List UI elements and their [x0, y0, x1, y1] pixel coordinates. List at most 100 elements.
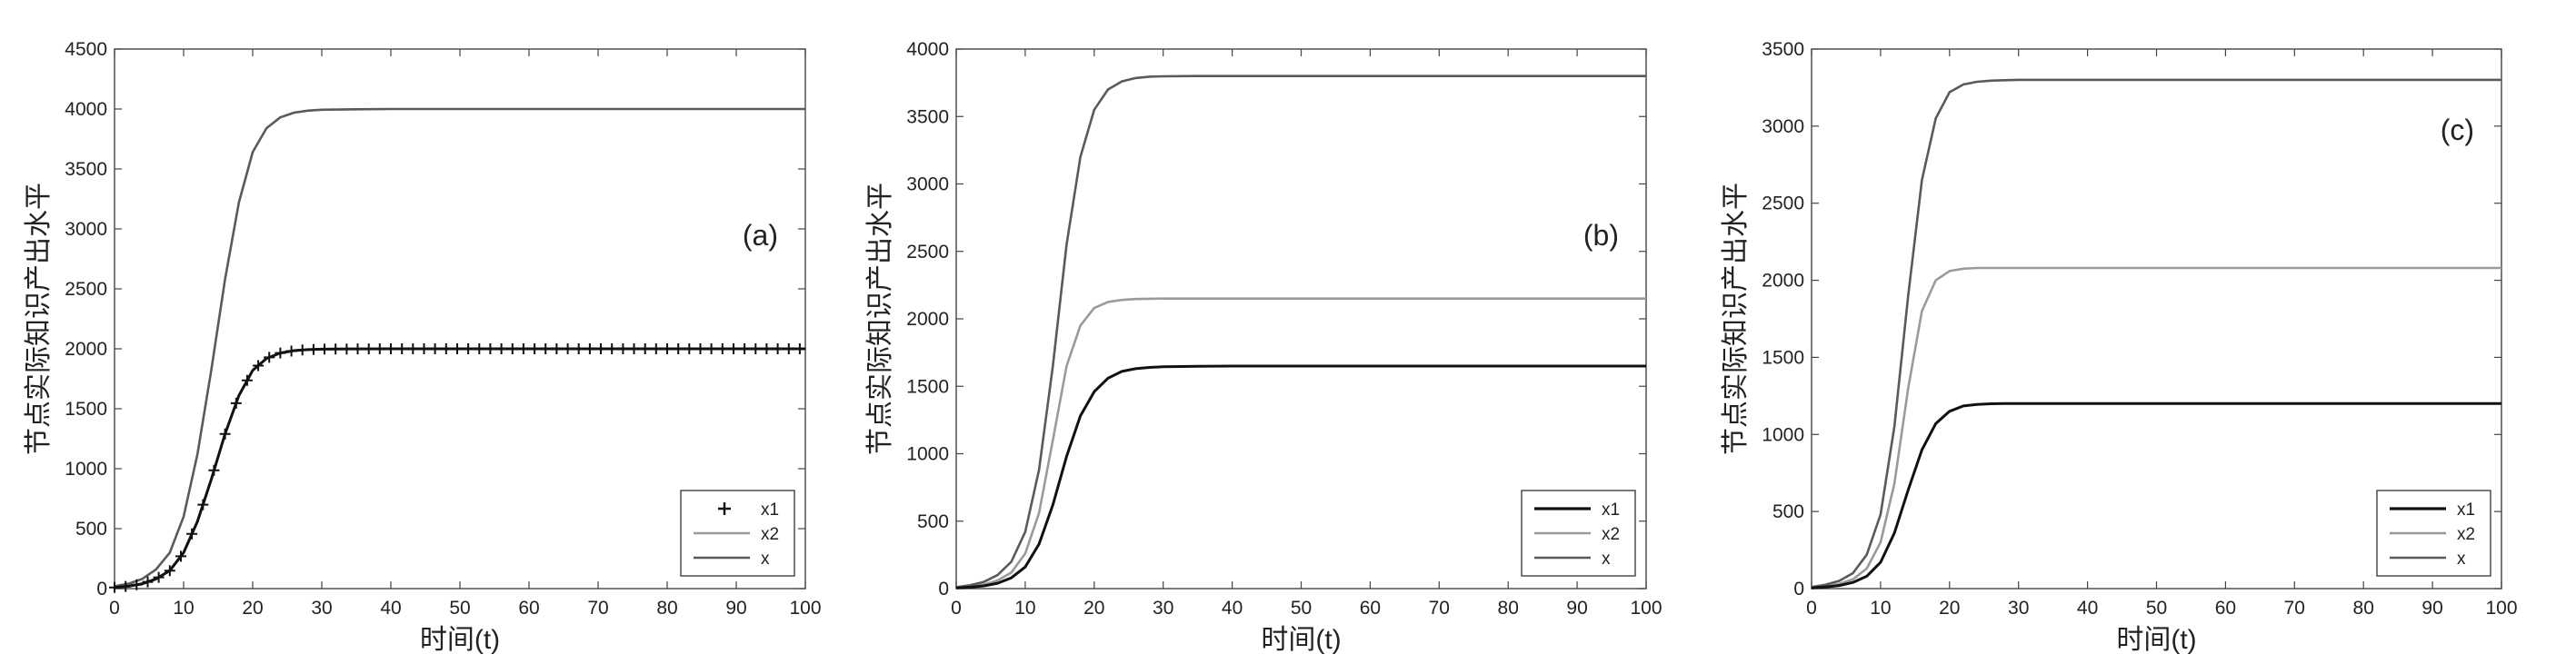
series-point-x1 — [562, 343, 574, 354]
y-tick-label: 1500 — [1762, 347, 1804, 368]
y-tick-label: 2500 — [65, 279, 107, 300]
series-point-x1 — [573, 343, 584, 354]
x-tick-label: 20 — [242, 598, 263, 619]
series-point-x1 — [761, 343, 773, 354]
x-tick-label: 80 — [2353, 598, 2374, 619]
y-tick-label: 1500 — [906, 376, 949, 397]
x-tick-label: 50 — [2146, 598, 2167, 619]
y-tick-label: 1500 — [65, 399, 107, 420]
y-tick-label: 500 — [75, 519, 107, 540]
y-tick-label: 4000 — [65, 99, 107, 120]
series-point-x1 — [120, 580, 132, 592]
series-point-x1 — [529, 343, 541, 354]
legend-marker-x1 — [718, 502, 731, 515]
x-tick-label: 20 — [1939, 598, 1960, 619]
series-line-x2 — [955, 297, 1646, 590]
series-point-x1 — [495, 343, 507, 354]
panel-label: (a) — [743, 219, 778, 252]
legend-label-x: x — [2457, 550, 2466, 569]
series-point-x1 — [153, 571, 165, 583]
y-tick-label: 2500 — [1762, 193, 1804, 214]
x-axis-label: 时间(t) — [420, 625, 500, 655]
y-tick-label: 3000 — [1762, 116, 1804, 137]
legend-label-x1: x1 — [761, 500, 779, 520]
x-tick-label: 100 — [1630, 598, 1662, 619]
series-point-x1 — [396, 343, 408, 354]
y-tick-label: 0 — [938, 579, 949, 600]
series-point-x1 — [418, 343, 430, 354]
series-line-x1 — [955, 364, 1646, 590]
chart-panel-b: 0 10 20 30 40 50 60 70 80 90 100050010001500200025… — [865, 39, 1662, 655]
y-tick-label: 3500 — [1762, 39, 1804, 60]
series-point-x1 — [131, 579, 143, 590]
x-tick-label: 0 — [951, 598, 962, 619]
x-tick-label: 10 — [173, 598, 194, 619]
x-tick-label: 0 — [109, 598, 120, 619]
x-axis-label: 时间(t) — [1261, 625, 1341, 655]
series-point-x1 — [750, 343, 762, 354]
legend-label-x1: x1 — [2457, 500, 2475, 520]
series-line-x — [1811, 78, 2501, 589]
series-point-x1 — [319, 343, 330, 355]
x-tick-label: 30 — [1153, 598, 1173, 619]
series-point-x1 — [352, 343, 364, 355]
x-tick-label: 60 — [2215, 598, 2236, 619]
y-tick-label: 2500 — [906, 242, 949, 263]
x-tick-label: 70 — [587, 598, 608, 619]
legend-label-x1: x1 — [1602, 500, 1620, 520]
series-point-x1 — [463, 343, 474, 354]
y-axis-label: 节点实际知识产出水平 — [24, 183, 54, 455]
series-line-x2 — [1811, 266, 2501, 589]
series-point-x1 — [230, 397, 242, 409]
series-point-x1 — [506, 343, 518, 354]
series-point-x1 — [285, 345, 297, 357]
y-tick-label: 1000 — [906, 444, 949, 465]
series-point-x1 — [407, 343, 419, 354]
series-point-x1 — [253, 360, 265, 372]
y-tick-label: 1000 — [1762, 424, 1804, 445]
series-point-x1 — [474, 343, 485, 354]
series-point-x1 — [650, 343, 662, 354]
series-point-x1 — [484, 343, 496, 354]
y-tick-label: 2000 — [65, 339, 107, 360]
series-point-x1 — [208, 464, 220, 476]
series-point-x1 — [772, 343, 784, 354]
legend-label-x: x — [761, 550, 770, 569]
series-point-x1 — [341, 343, 353, 355]
y-axis-label: 节点实际知识产出水平 — [1721, 183, 1751, 455]
x-tick-label: 30 — [311, 598, 332, 619]
series-point-x1 — [673, 343, 684, 354]
series-point-x1 — [219, 428, 231, 440]
series-point-x1 — [705, 343, 717, 354]
series-point-x1 — [595, 343, 606, 354]
series-point-x1 — [694, 343, 706, 354]
series-point-x1 — [440, 343, 452, 354]
series-point-x1 — [794, 343, 805, 354]
series-point-x1 — [606, 343, 618, 354]
chart-panel-a: 0 10 20 30 40 50 60 70 80 90 100050010001500200025… — [24, 39, 822, 655]
y-tick-label: 0 — [96, 579, 107, 600]
legend-label-x2: x2 — [2457, 525, 2475, 544]
x-axis-label: 时间(t) — [2116, 625, 2196, 655]
y-tick-label: 3500 — [906, 106, 949, 127]
x-tick-label: 40 — [2077, 598, 2098, 619]
y-tick-label: 3500 — [65, 159, 107, 180]
x-tick-label: 10 — [1870, 598, 1891, 619]
y-tick-label: 2000 — [906, 309, 949, 330]
series-point-x1 — [142, 576, 154, 588]
series-point-x1 — [584, 343, 595, 354]
x-tick-label: 80 — [656, 598, 677, 619]
x-tick-label: 100 — [789, 598, 821, 619]
series-point-x1 — [429, 343, 441, 354]
y-tick-label: 1000 — [65, 459, 107, 480]
x-tick-label: 30 — [2008, 598, 2029, 619]
series-point-x1 — [164, 565, 175, 577]
x-tick-label: 90 — [1566, 598, 1587, 619]
series-point-x1 — [617, 343, 629, 354]
y-tick-label: 4500 — [65, 39, 107, 60]
series-point-x1 — [739, 343, 751, 354]
x-tick-label: 50 — [449, 598, 470, 619]
series-point-x1 — [783, 343, 794, 354]
x-tick-label: 20 — [1083, 598, 1104, 619]
